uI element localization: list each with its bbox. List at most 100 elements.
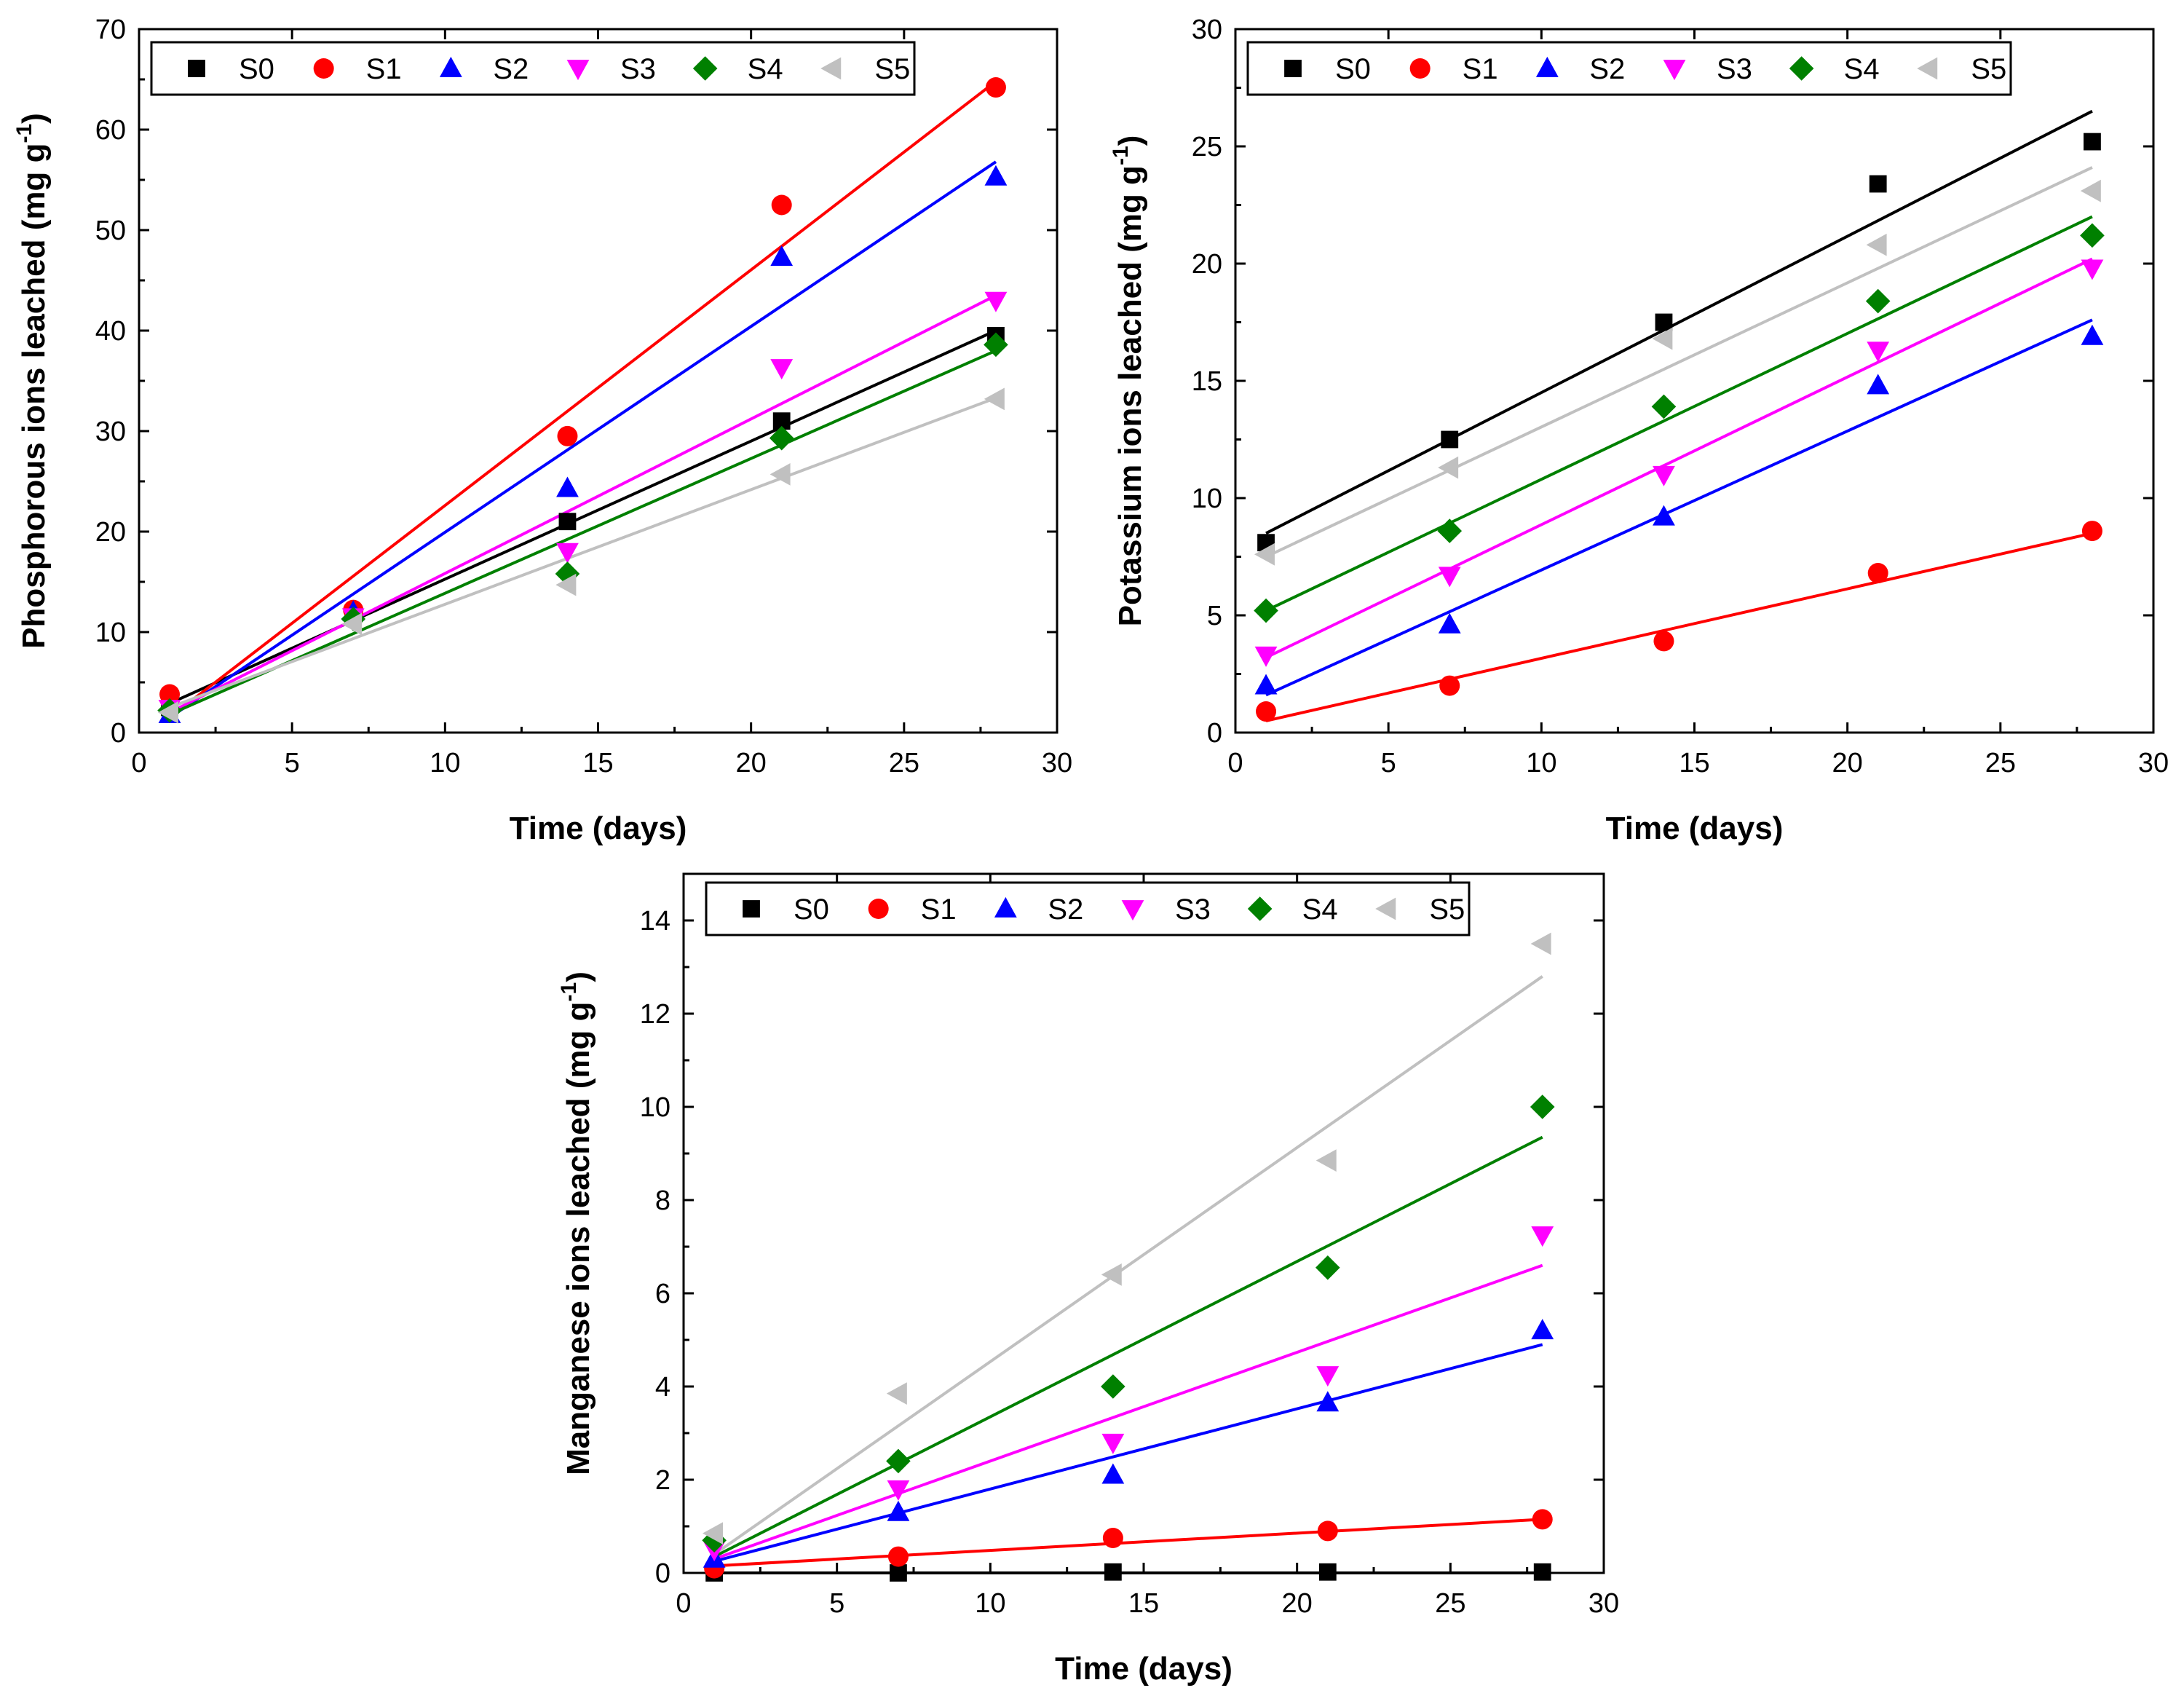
data-point-s4 <box>1865 288 1891 314</box>
data-point-s3 <box>1254 646 1278 667</box>
series-s0 <box>705 1563 1551 1582</box>
series-s5 <box>1254 179 2101 566</box>
x-tick-label: 30 <box>1042 748 1072 778</box>
data-point-s3 <box>1101 1433 1125 1454</box>
x-tick-label: 10 <box>1526 748 1556 778</box>
data-point-s4 <box>1530 1094 1555 1119</box>
legend: S0 S1 S2 S3 S4 S5 <box>1246 41 2012 96</box>
data-point-s1 <box>1867 563 1888 584</box>
series-s3 <box>158 291 1008 720</box>
data-point-s0 <box>1869 175 1887 193</box>
y-tick-label: 10 <box>95 618 126 648</box>
x-tick-label: 25 <box>1435 1588 1465 1619</box>
data-point-s5 <box>555 573 577 596</box>
data-point-s0 <box>1655 313 1673 331</box>
x-tick-label: 30 <box>2138 748 2169 778</box>
chart-manganese: 0 5 10 15 20 25 30 0 2 4 6 8 10 12 14 Time (days) Mangan… <box>557 872 1619 1687</box>
legend-label-s4: S4 <box>1302 894 1338 926</box>
data-point-s0 <box>558 513 577 531</box>
fit-line-s1 <box>168 80 997 719</box>
legend-label-s3: S3 <box>1175 894 1211 926</box>
fit-line-s0 <box>1265 109 2093 535</box>
data-point-s4 <box>1437 518 1463 543</box>
legend-marker-s0 <box>1284 60 1302 77</box>
y-tick-label: 40 <box>95 316 126 347</box>
y-tick-label: 30 <box>1192 15 1222 45</box>
data-point-s5 <box>1652 327 1673 350</box>
data-point-s5 <box>1315 1149 1337 1172</box>
legend-marker-s3 <box>566 60 590 81</box>
fit-line-s4 <box>1265 215 2093 612</box>
data-point-s5 <box>886 1382 907 1405</box>
legend-marker-s3 <box>1663 60 1686 81</box>
plot-frame <box>138 28 1059 734</box>
data-point-s2 <box>1316 1391 1340 1412</box>
x-tick-label: 15 <box>1679 748 1709 778</box>
legend-label-s3: S3 <box>620 53 656 85</box>
y-tick-label: 0 <box>1207 718 1222 749</box>
y-axis-title-sup: -1 <box>12 124 36 143</box>
data-point-s2 <box>1531 1319 1554 1340</box>
data-point-s3 <box>2081 259 2104 280</box>
y-tick-label: 12 <box>640 999 670 1030</box>
data-point-s1 <box>1317 1520 1338 1542</box>
data-point-s3 <box>1316 1366 1340 1387</box>
legend-label-s0: S0 <box>1335 53 1371 85</box>
data-point-s5 <box>1101 1263 1122 1286</box>
data-point-s4 <box>1254 598 1278 623</box>
data-point-s2 <box>1101 1463 1125 1484</box>
x-tick-label: 10 <box>975 1588 1005 1619</box>
data-point-s1 <box>1439 675 1460 696</box>
data-point-s4 <box>886 1448 911 1474</box>
x-tick-label: 20 <box>1282 1588 1313 1619</box>
data-point-s1 <box>1653 631 1674 652</box>
legend: S0 S1 S2 S3 S4 S5 <box>705 881 1471 936</box>
x-tick-label: 20 <box>736 748 767 778</box>
data-point-s5 <box>703 1522 724 1545</box>
legend-box <box>1246 41 2012 96</box>
fit-line-s4 <box>169 349 997 716</box>
data-point-s5 <box>769 462 791 486</box>
fit-line-s3 <box>713 1263 1543 1561</box>
data-point-s2 <box>887 1500 910 1521</box>
legend-marker-s0 <box>188 60 205 77</box>
legend-marker-s1 <box>1409 58 1431 79</box>
y-tick-label: 6 <box>655 1279 670 1309</box>
data-point-s2 <box>1438 612 1461 634</box>
data-point-s0 <box>1533 1563 1551 1581</box>
data-point-s1 <box>887 1546 909 1567</box>
legend: S0 S1 S2 S3 S4 S5 <box>150 41 916 96</box>
legend-marker-s2 <box>1535 56 1559 77</box>
data-point-s4 <box>1315 1255 1340 1280</box>
series-s4 <box>1254 223 2105 623</box>
y-axis-title: Manganese ions leached (mg g-1) <box>557 971 596 1475</box>
y-axis-title: Phosphorous ions leached (mg g-1) <box>12 113 52 649</box>
legend-label-s1: S1 <box>921 894 957 926</box>
chart-phosphorous: 0 5 10 15 20 25 30 0 10 20 30 40 50 60 70 Time (days) Ph… <box>12 15 1072 846</box>
series-s1 <box>704 1509 1553 1579</box>
data-point-s0 <box>1104 1563 1122 1581</box>
legend-marker-s2 <box>994 896 1017 918</box>
y-tick-label: 10 <box>1192 484 1222 514</box>
x-tick-label: 25 <box>889 748 919 778</box>
plot-frame <box>1234 28 2155 734</box>
y-tick-label: 8 <box>655 1186 670 1216</box>
legend-marker-s4 <box>692 56 718 81</box>
fit-line-s3 <box>1265 257 2093 659</box>
fit-line-s5 <box>713 975 1543 1556</box>
data-point-s4 <box>1651 394 1677 419</box>
x-axis-title: Time (days) <box>510 810 687 846</box>
data-point-s1 <box>1256 701 1277 722</box>
y-tick-label: 14 <box>640 906 670 936</box>
data-point-s2 <box>1653 505 1675 526</box>
data-point-s5 <box>1254 543 1275 566</box>
legend-marker-s5 <box>1375 897 1396 920</box>
data-point-s2 <box>770 245 794 267</box>
legend-label-s5: S5 <box>1429 894 1465 926</box>
fit-line-s1 <box>714 1518 1543 1568</box>
series-s2 <box>1254 324 2104 695</box>
y-tick-label: 70 <box>95 15 126 45</box>
data-point-s2 <box>984 165 1008 186</box>
legend-marker-s4 <box>1789 56 1814 81</box>
